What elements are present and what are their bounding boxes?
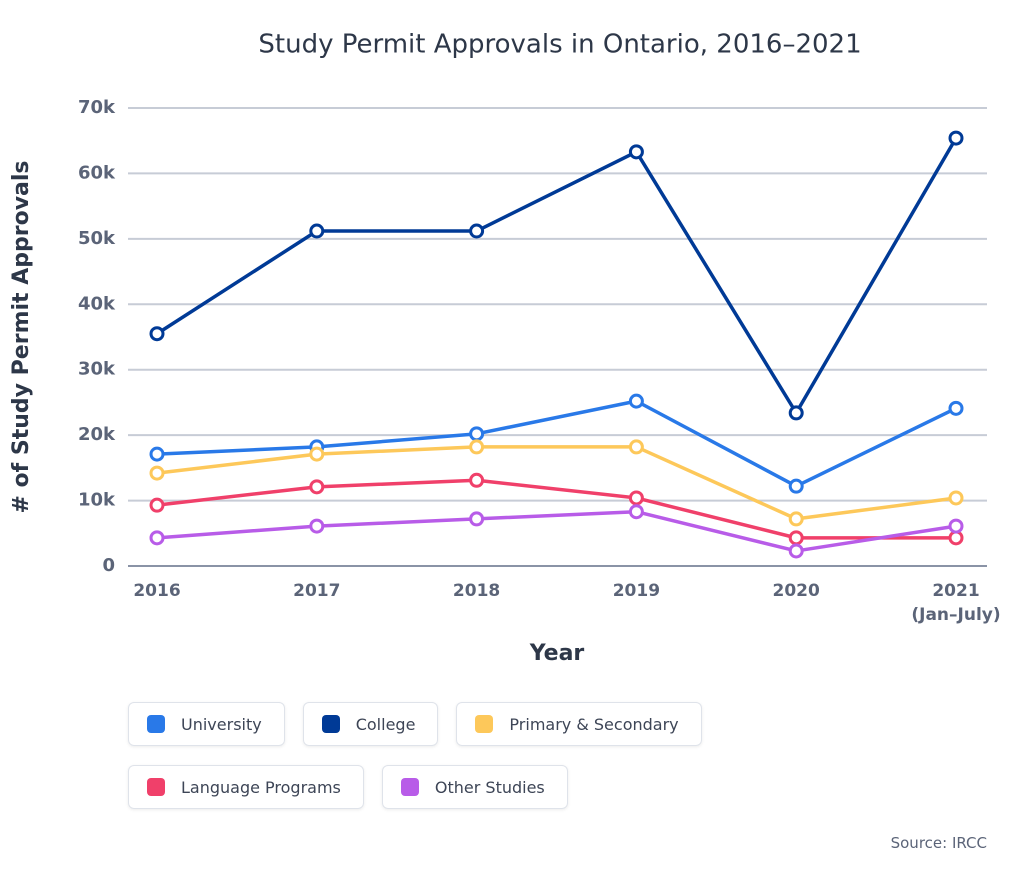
y-tick-label: 20k <box>78 424 116 445</box>
series-line <box>156 509 957 553</box>
data-point <box>628 144 644 160</box>
legend-item: Primary & Secondary <box>456 702 702 746</box>
x-tick-label: 2016 <box>133 581 181 601</box>
data-point <box>628 439 644 455</box>
y-tick-label: 70k <box>78 97 116 118</box>
data-point <box>788 543 804 559</box>
source: Source: IRCC <box>890 834 987 852</box>
x-tick-label: 2021 (Jan–July) <box>911 581 1001 625</box>
x-tick-label: 2017 <box>293 581 341 601</box>
legend-label: College <box>355 714 416 734</box>
legend-swatch <box>147 715 165 733</box>
x-tick-label: 2018 <box>452 581 501 601</box>
data-point <box>948 130 964 146</box>
legend-item: College <box>302 702 439 746</box>
data-point <box>469 511 485 527</box>
series-line <box>156 137 958 415</box>
series-line <box>156 399 957 488</box>
data-point <box>948 490 964 506</box>
legend-item: University <box>128 702 285 746</box>
data-point <box>149 497 165 513</box>
data-point <box>628 490 644 506</box>
data-point <box>628 504 644 520</box>
data-point <box>469 426 485 442</box>
data-point <box>309 479 325 495</box>
y-tick-label: 30k <box>78 359 116 380</box>
legend-swatch <box>475 715 494 733</box>
legend-swatch <box>400 778 419 796</box>
data-point <box>788 530 804 546</box>
data-point <box>309 446 325 462</box>
chart-title: Study Permit Approvals in Ontario, 2016–… <box>258 30 861 60</box>
legend-label: Other Studies <box>434 777 545 797</box>
data-point <box>469 472 485 488</box>
legend-item: Other Studies <box>381 765 568 809</box>
x-tick-label: 2019 <box>612 581 661 601</box>
grid <box>128 107 987 567</box>
data-point <box>469 439 485 455</box>
legend-swatch <box>321 715 340 733</box>
y-tick-label: 10k <box>78 490 116 511</box>
data-point <box>469 223 485 239</box>
data-point <box>149 465 165 481</box>
data-point <box>788 405 804 421</box>
data-point <box>309 518 325 534</box>
data-point <box>948 400 964 416</box>
legend-item: Language Programs <box>128 765 364 809</box>
legend-label: University <box>181 714 262 734</box>
y-tick-label: 50k <box>78 228 116 249</box>
legend-swatch <box>147 778 165 796</box>
legend-label: Primary & Secondary <box>509 714 679 734</box>
data-point <box>788 511 804 527</box>
data-point <box>149 326 165 342</box>
legend-label: Language Programs <box>181 777 341 797</box>
x-tick-label: 2020 <box>772 581 820 601</box>
y-tick-label: 60k <box>78 162 116 183</box>
series-line <box>156 478 956 540</box>
data-point <box>788 478 804 494</box>
data-point <box>948 530 964 546</box>
y-axis-title: # of Study Permit Approvals <box>9 160 34 513</box>
legend: University College Primary & Secondary Lang… <box>128 702 740 809</box>
data-point <box>149 530 165 546</box>
data-point <box>948 518 964 534</box>
data-point <box>309 223 325 239</box>
series-line <box>156 445 957 521</box>
x-axis-title: Year <box>529 641 585 666</box>
y-tick-label: 40k <box>78 293 116 314</box>
data-point <box>628 393 644 409</box>
y-tick-label: 0 <box>102 555 115 576</box>
data-point <box>149 446 165 462</box>
